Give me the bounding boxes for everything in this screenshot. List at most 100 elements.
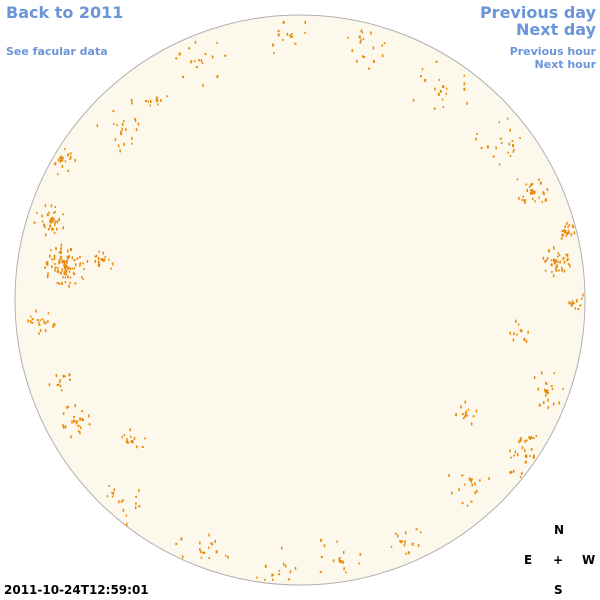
facula-point <box>63 262 66 266</box>
facula-point <box>59 271 62 275</box>
facula-point <box>100 258 103 261</box>
facula-point <box>131 440 134 444</box>
facula-point <box>411 542 414 546</box>
facula-point <box>474 482 476 486</box>
facula-point <box>129 428 131 432</box>
facula-point <box>542 256 545 260</box>
facula-point <box>63 375 66 378</box>
facula-point <box>108 258 110 261</box>
facula-point <box>74 404 76 408</box>
facula-point <box>358 562 360 565</box>
see-facular-data-link[interactable]: See facular data <box>6 45 108 58</box>
facula-point <box>44 226 46 229</box>
facula-point <box>463 74 465 77</box>
facula-point <box>468 477 471 481</box>
facula-point <box>194 40 197 44</box>
facula-point <box>67 275 69 279</box>
facula-point <box>566 221 568 225</box>
compass-north: N <box>554 523 565 537</box>
facula-point <box>200 59 203 63</box>
facula-point <box>543 401 545 405</box>
facula-point <box>202 551 205 554</box>
facula-point <box>120 130 122 133</box>
facula-point <box>68 373 71 377</box>
facula-point <box>88 414 90 418</box>
facula-point <box>199 548 201 551</box>
facula-point <box>81 410 84 413</box>
facula-point <box>539 181 542 185</box>
facula-point <box>175 57 178 60</box>
facula-point <box>211 55 214 59</box>
facula-point <box>264 578 266 581</box>
facula-point <box>541 200 543 203</box>
facula-point <box>76 420 79 423</box>
facula-point <box>486 145 489 149</box>
facula-point <box>455 413 458 417</box>
facula-point <box>98 263 101 266</box>
facula-point <box>59 250 62 254</box>
facula-point <box>304 20 306 24</box>
next-hour-link[interactable]: Next hour <box>534 58 597 71</box>
facula-point <box>204 53 207 56</box>
facula-point <box>63 425 65 429</box>
facula-point <box>451 491 453 495</box>
facula-point <box>56 281 59 284</box>
facula-point <box>59 385 62 388</box>
facula-point <box>358 35 361 39</box>
back-to-year-link[interactable]: Back to 2011 <box>6 3 124 22</box>
facula-point <box>203 551 206 554</box>
facula-point <box>551 271 553 273</box>
facula-point <box>571 224 574 227</box>
facula-point <box>54 211 56 213</box>
previous-day-link[interactable]: Previous day <box>479 3 596 22</box>
facula-point <box>563 260 566 264</box>
facula-point <box>116 124 118 127</box>
facula-point <box>58 251 61 254</box>
facula-point <box>48 211 50 214</box>
facula-point <box>224 54 227 57</box>
facula-point <box>74 159 76 162</box>
facula-point <box>557 252 560 255</box>
facula-point <box>518 440 520 444</box>
facula-point <box>338 557 341 560</box>
facula-point <box>227 555 229 559</box>
facula-point <box>62 412 65 416</box>
facula-point <box>46 275 49 279</box>
facula-point <box>86 259 89 263</box>
facula-point <box>59 255 62 258</box>
previous-hour-link[interactable]: Previous hour <box>509 45 596 58</box>
facula-point <box>69 267 72 270</box>
facula-point <box>215 550 218 554</box>
facula-point <box>64 281 67 284</box>
facula-point <box>509 155 512 157</box>
facula-point <box>46 213 49 217</box>
facula-point <box>537 387 540 391</box>
facula-point <box>525 183 528 186</box>
facula-point <box>57 266 59 269</box>
facula-point <box>517 453 519 457</box>
facula-point <box>127 441 130 444</box>
facula-point <box>475 409 478 413</box>
facula-point <box>561 230 564 232</box>
facula-point <box>543 192 545 196</box>
facula-point <box>71 420 73 424</box>
facula-point <box>122 499 124 502</box>
facula-point <box>551 387 554 390</box>
facula-point <box>179 52 181 56</box>
facula-point <box>66 405 68 409</box>
facula-point <box>435 60 438 63</box>
facula-point <box>532 197 534 200</box>
next-day-link[interactable]: Next day <box>516 20 596 39</box>
facula-point <box>104 255 106 258</box>
facula-point <box>383 42 386 45</box>
facula-point <box>135 495 138 498</box>
facula-point <box>144 437 146 440</box>
facula-point <box>47 320 49 324</box>
facula-point <box>564 225 566 229</box>
facula-point <box>339 561 341 564</box>
facula-point <box>472 415 475 418</box>
facula-point <box>441 98 444 101</box>
facula-point <box>59 380 61 383</box>
facula-point <box>208 557 210 559</box>
facula-point <box>434 87 436 91</box>
